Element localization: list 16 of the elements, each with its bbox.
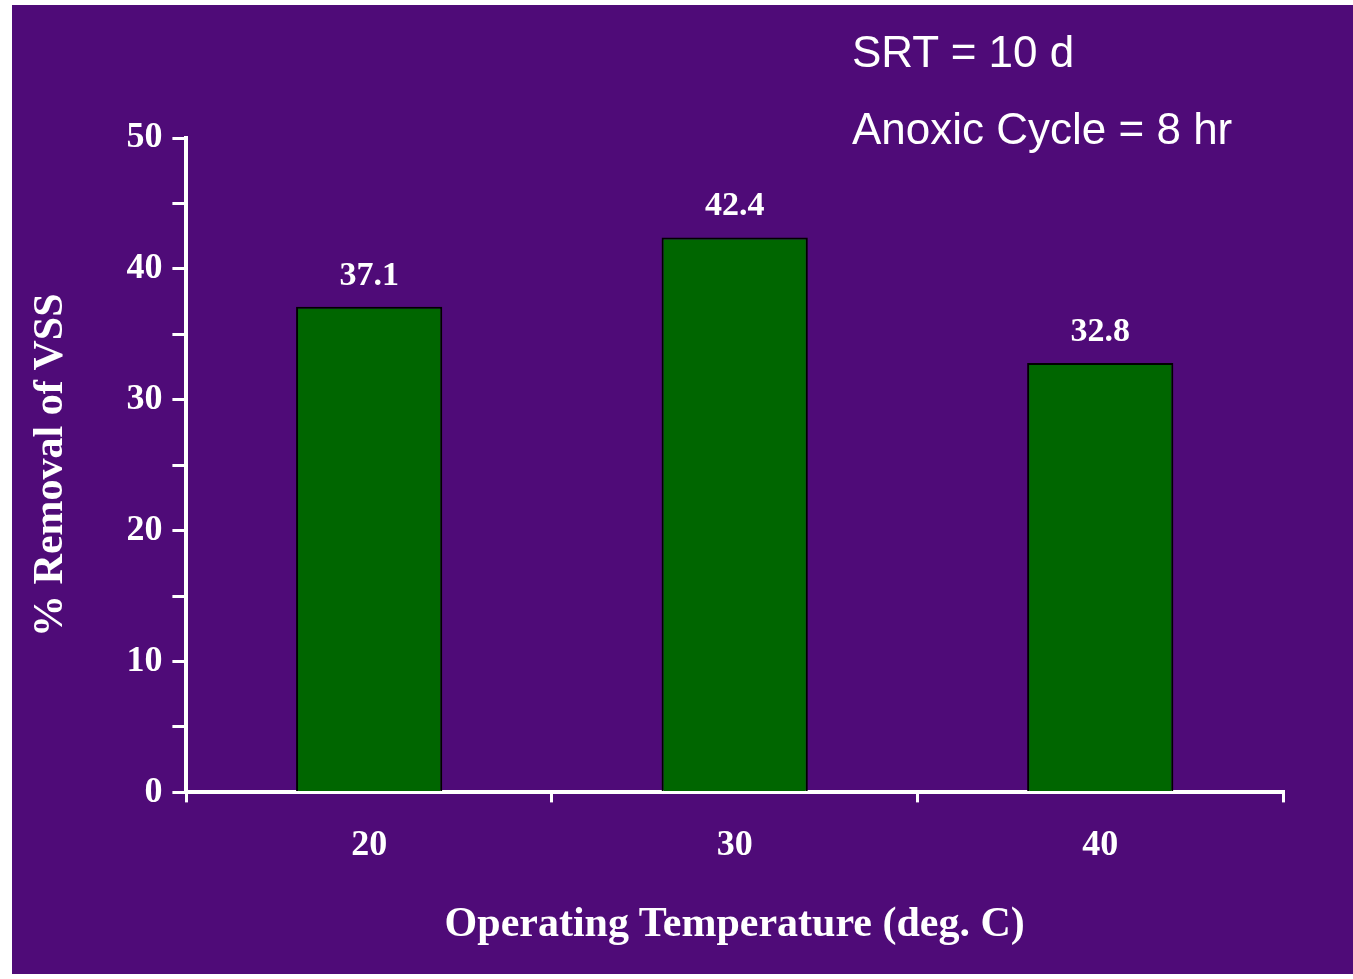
data-label: 37.1	[339, 254, 399, 292]
y-tick-label: 20	[126, 507, 163, 548]
x-tick-label: 20	[351, 823, 388, 864]
data-label: 32.8	[1070, 310, 1130, 348]
text: SRT = 10 d	[852, 27, 1075, 77]
y-tick-label: 30	[126, 377, 163, 418]
x-axis-title: Operating Temperature (deg. C)	[444, 898, 1025, 946]
annotation: Anoxic Cycle = 8 hr	[852, 104, 1233, 154]
y-axis-title: % Removal of VSS	[25, 293, 72, 637]
data-label: 42.4	[704, 185, 765, 223]
x-tick-label: 40	[1082, 823, 1119, 864]
x-tick-label: 30	[716, 823, 753, 864]
y-tick-label: 50	[126, 115, 163, 156]
y-tick-label: 0	[144, 769, 163, 810]
y-tick-label: 10	[126, 638, 163, 679]
y-tick-label: 40	[126, 246, 163, 287]
